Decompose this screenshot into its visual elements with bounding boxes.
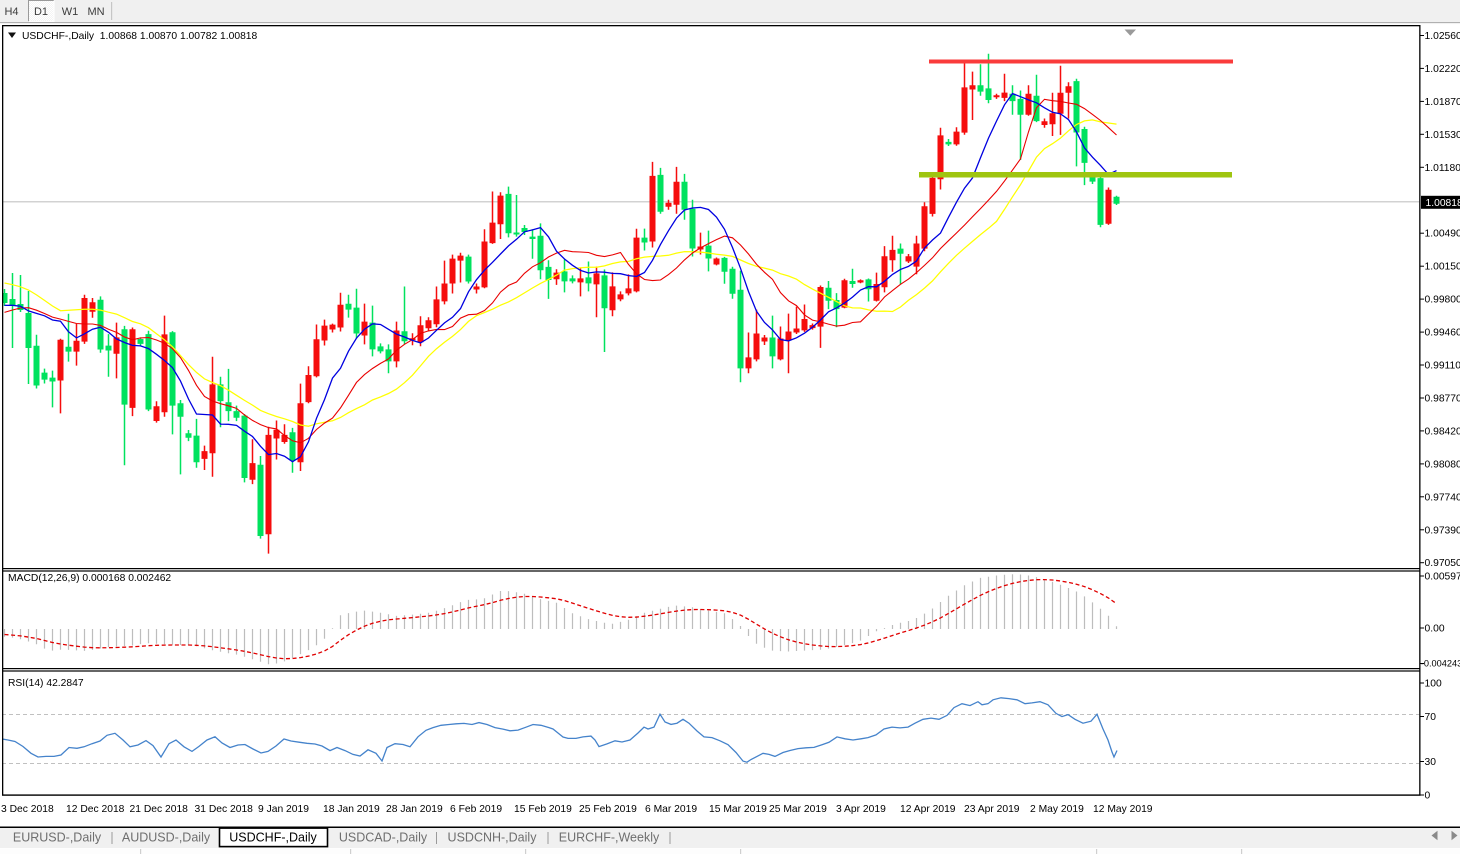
svg-text:1.00150: 1.00150: [1425, 262, 1460, 273]
svg-text:12 Dec 2018: 12 Dec 2018: [66, 804, 125, 815]
svg-text:USDCAD-,Daily: USDCAD-,Daily: [339, 831, 428, 845]
svg-text:28 Jan 2019: 28 Jan 2019: [386, 804, 443, 815]
svg-text:EURUSD-,Daily: EURUSD-,Daily: [13, 831, 102, 845]
svg-text:-0.004243: -0.004243: [1421, 659, 1460, 669]
svg-text:23 Apr 2019: 23 Apr 2019: [964, 804, 1020, 815]
svg-text:MACD(12,26,9) 0.000168 0.00246: MACD(12,26,9) 0.000168 0.002462: [8, 573, 171, 584]
svg-text:25 Mar 2019: 25 Mar 2019: [769, 804, 827, 815]
svg-text:1.01530: 1.01530: [1425, 130, 1460, 141]
svg-text:1.02220: 1.02220: [1425, 64, 1460, 75]
svg-text:1.01870: 1.01870: [1425, 97, 1460, 108]
svg-text:25 Feb 2019: 25 Feb 2019: [579, 804, 637, 815]
svg-text:0.98420: 0.98420: [1425, 426, 1460, 437]
svg-text:0.97050: 0.97050: [1425, 558, 1460, 569]
svg-text:USDCNH-,Daily: USDCNH-,Daily: [448, 831, 538, 845]
svg-text:21 Dec 2018: 21 Dec 2018: [130, 804, 189, 815]
svg-text:30: 30: [1425, 757, 1437, 768]
svg-text:3 Apr 2019: 3 Apr 2019: [836, 804, 886, 815]
svg-text:D1: D1: [34, 6, 48, 18]
svg-text:70: 70: [1425, 712, 1437, 723]
svg-text:12 Apr 2019: 12 Apr 2019: [900, 804, 956, 815]
svg-text:100: 100: [1425, 679, 1442, 690]
svg-text:6 Feb 2019: 6 Feb 2019: [450, 804, 502, 815]
svg-text:0.98080: 0.98080: [1425, 459, 1460, 470]
svg-text:USDCHF-,Daily: USDCHF-,Daily: [229, 831, 317, 845]
svg-text:0.98770: 0.98770: [1425, 394, 1460, 405]
svg-text:12 May 2019: 12 May 2019: [1093, 804, 1153, 815]
svg-text:0.00597: 0.00597: [1425, 572, 1460, 583]
svg-text:2 May 2019: 2 May 2019: [1030, 804, 1084, 815]
svg-text:15 Mar 2019: 15 Mar 2019: [709, 804, 767, 815]
svg-text:W1: W1: [62, 6, 79, 18]
svg-text:0.97740: 0.97740: [1425, 492, 1460, 503]
svg-text:1.01180: 1.01180: [1425, 163, 1460, 174]
svg-text:0.99110: 0.99110: [1425, 361, 1460, 372]
svg-text:0.99460: 0.99460: [1425, 328, 1460, 339]
svg-text:0.97390: 0.97390: [1425, 525, 1460, 536]
svg-text:MN: MN: [87, 6, 104, 18]
svg-text:AUDUSD-,Daily: AUDUSD-,Daily: [122, 831, 211, 845]
svg-text:6 Mar 2019: 6 Mar 2019: [645, 804, 697, 815]
svg-text:0.99800: 0.99800: [1425, 295, 1460, 306]
svg-text:EURCHF-,Weekly: EURCHF-,Weekly: [559, 831, 660, 845]
svg-text:H4: H4: [4, 6, 18, 18]
svg-text:RSI(14) 42.2847: RSI(14) 42.2847: [8, 678, 84, 689]
svg-text:USDCHF-,Daily 1.00868 1.00870: USDCHF-,Daily 1.00868 1.00870 1.00782 1.…: [22, 31, 258, 42]
svg-text:0: 0: [1425, 791, 1431, 802]
svg-text:|: |: [546, 831, 549, 845]
svg-text:|: |: [110, 831, 113, 845]
svg-text:9 Jan 2019: 9 Jan 2019: [258, 804, 309, 815]
svg-text:1.00818: 1.00818: [1426, 198, 1460, 209]
svg-text:31 Dec 2018: 31 Dec 2018: [195, 804, 254, 815]
svg-text:18 Jan 2019: 18 Jan 2019: [323, 804, 380, 815]
svg-text:15 Feb 2019: 15 Feb 2019: [514, 804, 572, 815]
svg-text:0.00: 0.00: [1425, 624, 1445, 635]
svg-text:|: |: [435, 831, 438, 845]
svg-text:|: |: [668, 831, 671, 845]
svg-text:1.00490: 1.00490: [1425, 229, 1460, 240]
svg-text:3 Dec 2018: 3 Dec 2018: [1, 804, 54, 815]
svg-text:1.02560: 1.02560: [1425, 31, 1460, 42]
